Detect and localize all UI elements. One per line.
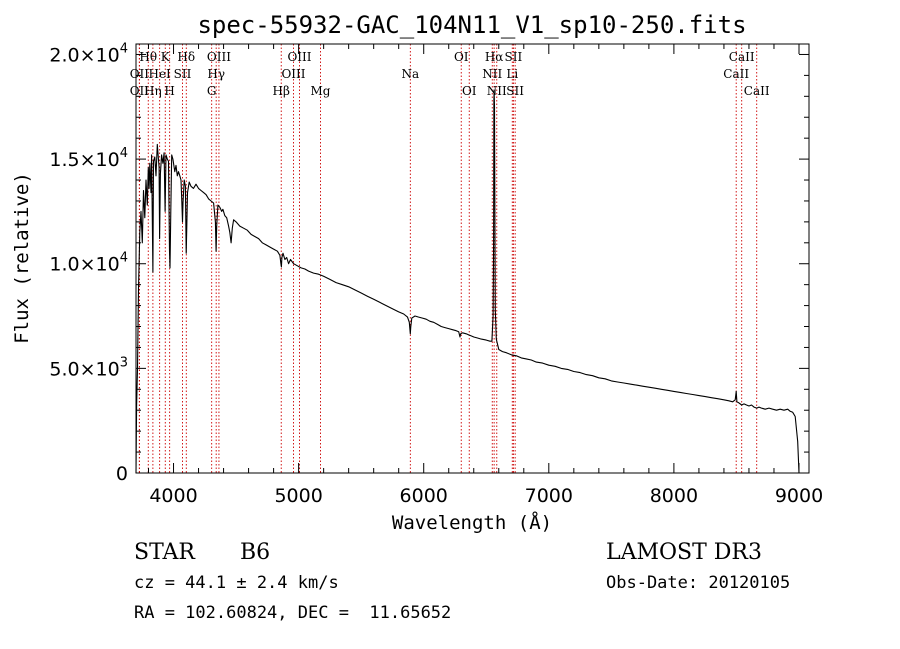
spectral-line-label: Na xyxy=(402,67,420,81)
spectral-line-label: Hδ xyxy=(177,50,195,64)
y-tick-mantissa: 1.0×10 xyxy=(49,254,119,276)
spectrum-series xyxy=(135,89,800,474)
spectral-line-label: HeI xyxy=(148,67,171,81)
spectral-line-label: OIII xyxy=(287,50,311,64)
survey-name: LAMOST DR3 xyxy=(606,540,762,565)
y-tick-label: 2.0×104 xyxy=(49,41,128,66)
spectral-line-label: Hη xyxy=(144,84,162,98)
y-tick-label: 0 xyxy=(116,463,128,485)
spectral-line-label: Hα xyxy=(485,50,504,64)
x-tick-label: 8000 xyxy=(650,485,698,507)
axis-tick-labels: 4000 5000 6000 7000 8000 900005.0×1031.0×1041… xyxy=(49,41,823,507)
spectral-line-label: NII xyxy=(487,84,507,98)
spectral-line-label: H xyxy=(164,84,174,98)
spectral-line-label: Mg xyxy=(311,84,331,98)
spectral-line-markers xyxy=(138,44,758,473)
coordinates-text: RA = 102.60824, DEC = 11.65652 xyxy=(134,603,452,623)
y-tick-mantissa: 0 xyxy=(116,463,128,485)
y-tick-label: 1.5×104 xyxy=(49,146,128,171)
x-tick-label: 6000 xyxy=(400,485,448,507)
y-tick-mantissa: 5.0×10 xyxy=(49,358,119,380)
spectral-line-label: Hγ xyxy=(207,67,225,81)
x-tick-label: 4000 xyxy=(149,485,197,507)
spectral-line-label: OIII xyxy=(207,50,231,64)
x-tick-label: 7000 xyxy=(525,485,573,507)
spectral-line-label: G xyxy=(207,84,217,98)
spectral-line-label: Hβ xyxy=(273,84,290,98)
y-tick-exponent: 4 xyxy=(120,41,128,56)
spectral-line-label: OI xyxy=(462,84,477,98)
x-tick-label: 5000 xyxy=(274,485,322,507)
spectral-line-label: OII xyxy=(130,84,150,98)
plot-frame xyxy=(135,43,810,474)
chart-title: spec-55932-GAC_104N11_V1_sp10-250.fits xyxy=(197,11,746,39)
spectral-line-label: Hθ xyxy=(139,50,157,64)
spectral-line-label: OI xyxy=(454,50,469,64)
x-tick-label: 9000 xyxy=(775,485,823,507)
spectral-line-label: CaII xyxy=(723,67,749,81)
y-tick-exponent: 4 xyxy=(120,251,128,266)
y-tick-exponent: 3 xyxy=(120,355,128,370)
spectral-line-label: OII xyxy=(130,67,150,81)
spectrum-line xyxy=(135,89,800,474)
obs-date-text: Obs-Date: 20120105 xyxy=(606,573,791,593)
spectral-line-label: Li xyxy=(506,67,518,81)
y-tick-exponent: 4 xyxy=(120,146,128,161)
spectral-line-label: OIII xyxy=(281,67,305,81)
spectral-line-label: CaII xyxy=(729,50,755,64)
axis-ticks xyxy=(136,44,809,474)
spectral-line-label: K xyxy=(161,50,171,64)
y-tick-label: 1.0×104 xyxy=(49,251,128,276)
x-axis-label: Wavelength (Å) xyxy=(392,511,552,534)
y-tick-mantissa: 2.0×10 xyxy=(49,44,119,66)
spectral-line-label: SII xyxy=(506,84,524,98)
y-axis-label: Flux (relative) xyxy=(11,172,33,344)
object-subclass: B6 xyxy=(240,540,271,565)
object-class: STAR xyxy=(134,540,195,565)
spectral-line-label: NII xyxy=(482,67,502,81)
spectral-line-label: CaII xyxy=(744,84,770,98)
spectral-line-label: SII xyxy=(505,50,523,64)
spectral-line-label: SII xyxy=(174,67,192,81)
y-tick-label: 5.0×103 xyxy=(49,355,128,380)
y-tick-mantissa: 1.5×10 xyxy=(49,149,119,171)
redshift-text: cz = 44.1 ± 2.4 km/s xyxy=(134,573,339,593)
